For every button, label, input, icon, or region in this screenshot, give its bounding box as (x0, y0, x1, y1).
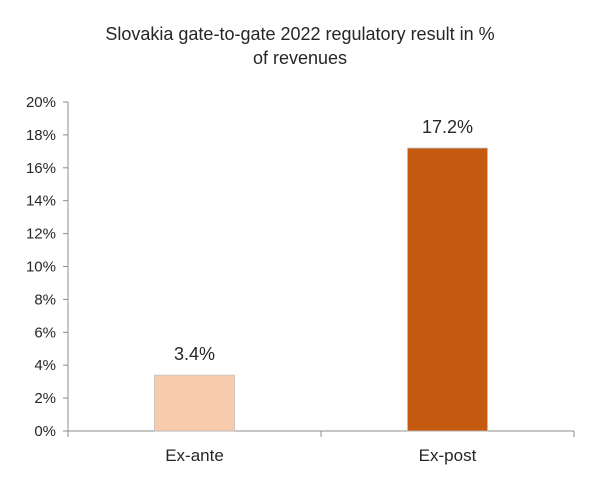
y-tick-label: 2% (34, 390, 56, 407)
y-tick-label: 0% (34, 423, 56, 440)
y-tick-label: 10% (26, 259, 56, 276)
data-label: 17.2% (422, 117, 473, 137)
chart-title-line-1: Slovakia gate-to-gate 2022 regulatory re… (105, 24, 494, 44)
bar-ex-ante (154, 374, 235, 432)
y-tick-label: 12% (26, 226, 56, 243)
bars (154, 147, 488, 432)
y-tick-label: 20% (26, 94, 56, 111)
y-tick-label: 14% (26, 193, 56, 210)
data-labels: 3.4% 17.2% (174, 117, 473, 364)
bar-ex-post (407, 147, 488, 432)
x-category-label: Ex-post (419, 446, 477, 465)
y-tick-label: 4% (34, 357, 56, 374)
chart-title-line-2: of revenues (253, 48, 347, 68)
y-tick-label: 8% (34, 291, 56, 308)
x-axis: Ex-ante Ex-post (67, 430, 575, 465)
y-axis: 0% 2% 4% 6% 8% 10% 12% 14% 16% 18% 20% (26, 94, 69, 440)
data-label: 3.4% (174, 344, 215, 364)
y-tick-label: 16% (26, 160, 56, 177)
y-tick-label: 6% (34, 324, 56, 341)
x-category-label: Ex-ante (165, 446, 224, 465)
y-tick-label: 18% (26, 127, 56, 144)
